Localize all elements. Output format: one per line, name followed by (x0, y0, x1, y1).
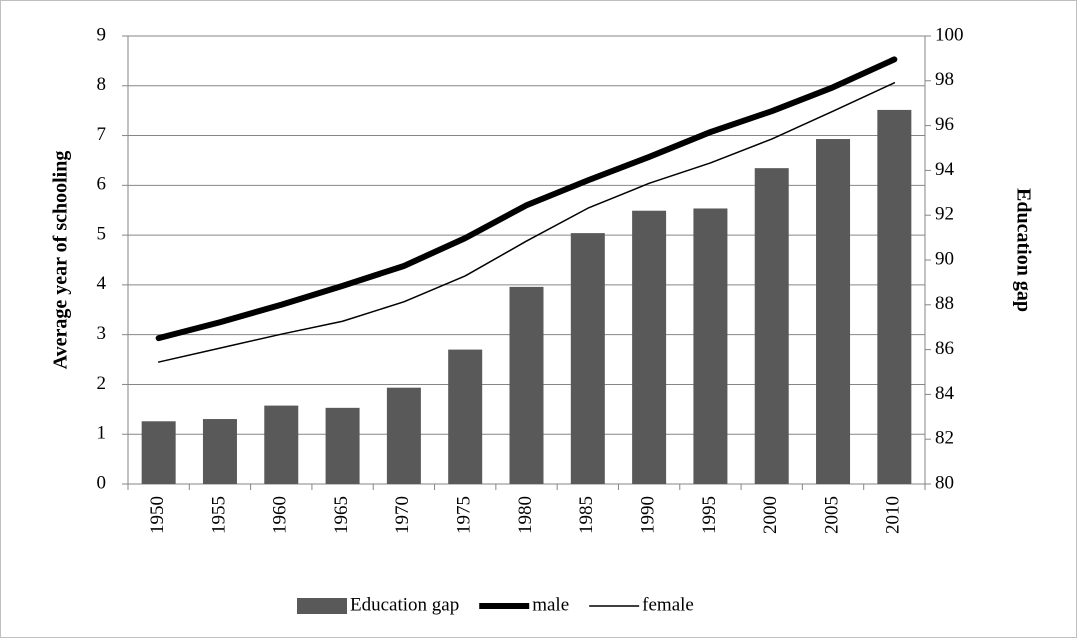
bar (325, 407, 360, 484)
bar (448, 349, 483, 484)
bar (509, 286, 544, 484)
y2-tick-label: 98 (935, 69, 954, 90)
bar (264, 405, 299, 484)
bar (877, 109, 912, 485)
y-tick-label: 8 (97, 74, 107, 95)
y-tick-label: 9 (97, 24, 107, 45)
y2-tick-label: 84 (935, 383, 955, 404)
y-tick-label: 4 (97, 273, 107, 294)
y2-tick-label: 96 (935, 114, 954, 135)
x-tick-label: 1990 (637, 496, 658, 534)
x-tick-label: 1985 (576, 496, 597, 534)
legend-label: Education gap (350, 594, 459, 615)
x-tick-label: 2005 (821, 496, 842, 534)
x-tick-label: 1960 (270, 496, 291, 534)
y-tick-label: 0 (97, 472, 107, 493)
bar (693, 208, 728, 485)
bar (141, 421, 176, 484)
x-tick-label: 1950 (147, 496, 168, 534)
x-tick-label: 2000 (760, 496, 781, 534)
bar (754, 168, 789, 484)
y2-tick-label: 92 (935, 204, 954, 225)
y2-tick-label: 90 (935, 248, 954, 269)
y-tick-label: 1 (97, 423, 107, 444)
y-tick-label: 2 (97, 373, 107, 394)
y2-tick-label: 94 (935, 159, 955, 180)
legend-label: male (532, 594, 569, 615)
bar (816, 139, 851, 485)
y2-tick-label: 88 (935, 293, 954, 314)
bar (570, 233, 605, 484)
x-tick-label: 1995 (699, 496, 720, 534)
bar (632, 210, 667, 484)
x-tick-label: 1970 (392, 496, 413, 534)
y-tick-label: 5 (97, 223, 107, 244)
y2-tick-label: 100 (935, 24, 964, 45)
bar (386, 387, 421, 484)
x-tick-label: 1955 (208, 496, 229, 534)
y2-tick-label: 80 (935, 472, 954, 493)
y-tick-label: 6 (97, 174, 107, 195)
y2-tick-label: 86 (935, 338, 954, 359)
bar (202, 419, 237, 484)
x-tick-label: 1980 (515, 496, 536, 534)
y2-tick-label: 82 (935, 428, 954, 449)
x-tick-label: 1965 (331, 496, 352, 534)
legend-label: female (642, 594, 694, 615)
y2-axis-title: Education gap (1012, 188, 1034, 312)
line (157, 82, 896, 363)
x-tick-label: 2010 (883, 496, 904, 534)
y-axis-title: Average year of schooling (50, 151, 72, 370)
y-tick-label: 7 (97, 124, 107, 145)
x-tick-label: 1975 (454, 496, 475, 534)
line (155, 56, 898, 342)
y-tick-label: 3 (97, 323, 107, 344)
legend-swatch (297, 598, 347, 614)
